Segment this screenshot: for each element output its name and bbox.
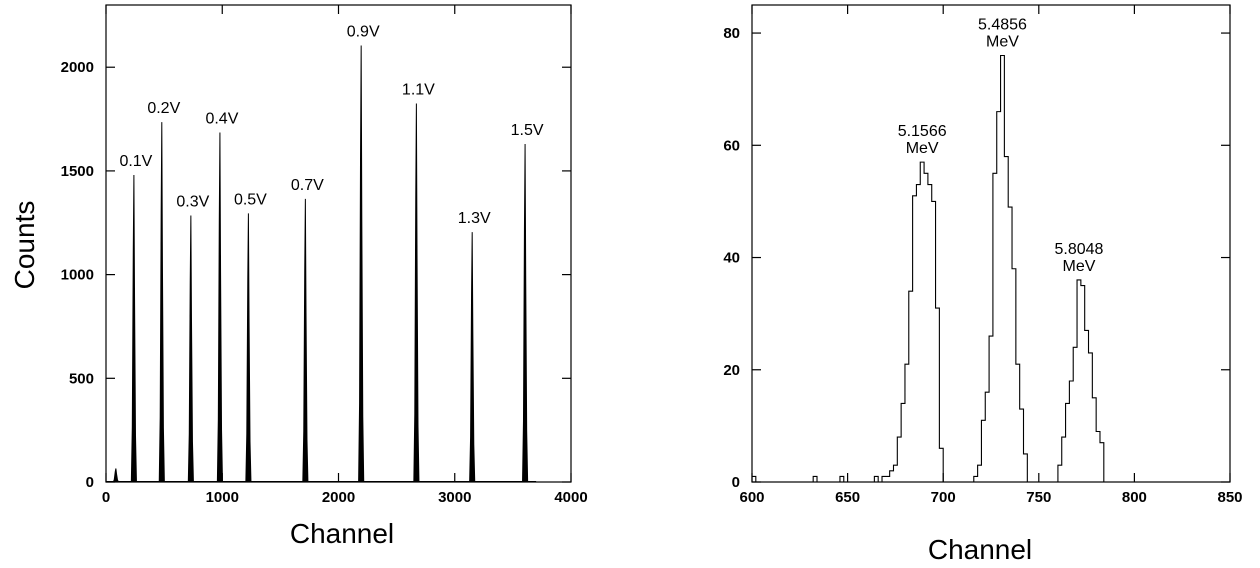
- left-x-axis-title: Channel: [290, 518, 394, 549]
- left-peaks: [106, 45, 537, 483]
- left-peak: [187, 215, 194, 483]
- right-peak-unit-label: MeV: [906, 140, 939, 157]
- left-y-axis-title: Counts: [9, 201, 40, 290]
- right-x-tick-label: 850: [1217, 489, 1242, 506]
- left-small-peak: [112, 468, 119, 483]
- left-peak-label: 1.3V: [458, 210, 491, 227]
- left-peak: [130, 175, 137, 483]
- left-y-tick-label: 0: [86, 474, 94, 491]
- right-y-tick-label: 40: [723, 250, 740, 267]
- left-y-tick-label: 500: [69, 370, 94, 387]
- left-peak: [158, 122, 165, 483]
- right-x-tick-label: 700: [931, 489, 956, 506]
- left-y-tick-label: 1500: [61, 163, 94, 180]
- left-peak-label: 0.5V: [234, 191, 267, 208]
- left-peak-labels: 0.1V 0.2V 0.3V 0.4V 0.5V 0.7V 0.9V 1.1V 1.3V 1.5V: [119, 23, 543, 227]
- left-peak-label: 0.9V: [347, 23, 380, 40]
- right-x-tick-label: 750: [1026, 489, 1051, 506]
- left-peak-label: 0.7V: [291, 177, 324, 194]
- left-x-tick-label: 1000: [206, 489, 239, 506]
- left-peak: [522, 143, 529, 483]
- left-y-tick-label: 1000: [61, 267, 94, 284]
- left-plot-frame: [105, 4, 572, 483]
- left-peak: [358, 45, 365, 483]
- right-x-tick-label: 800: [1122, 489, 1147, 506]
- left-peak: [216, 132, 223, 483]
- right-x-axis-title: Channel: [928, 534, 1032, 565]
- left-peak-label: 0.3V: [176, 194, 209, 211]
- right-peak-unit-label: MeV: [1062, 258, 1095, 275]
- left-peak: [469, 232, 476, 483]
- right-ticks: [751, 5, 1231, 483]
- left-ticks: [105, 5, 572, 483]
- left-peak-label: 1.1V: [402, 82, 435, 99]
- right-x-tick-label: 600: [739, 489, 764, 506]
- left-peak-label: 0.4V: [205, 111, 238, 128]
- left-tick-labels: 0 1000 2000 3000 4000 0 500 1000 1500 2000: [61, 59, 588, 506]
- left-x-tick-label: 2000: [322, 489, 355, 506]
- right-y-tick-label: 80: [723, 25, 740, 42]
- histogram-line: [752, 54, 1230, 483]
- left-y-tick-label: 2000: [61, 59, 94, 76]
- right-peak-energy-label: 5.4856: [978, 17, 1027, 34]
- right-plot-frame: [751, 4, 1231, 483]
- left-peak-label: 0.2V: [147, 100, 180, 117]
- left-peak-label: 0.1V: [119, 153, 152, 170]
- left-peak-label: 1.5V: [511, 122, 544, 139]
- left-peak: [245, 213, 252, 483]
- right-x-tick-label: 650: [835, 489, 860, 506]
- right-peak-unit-label: MeV: [986, 34, 1019, 51]
- right-y-tick-label: 60: [723, 137, 740, 154]
- left-x-tick-label: 4000: [554, 489, 587, 506]
- right-peak-energy-label: 5.1566: [898, 123, 947, 140]
- right-y-tick-label: 0: [732, 474, 740, 491]
- right-tick-labels: 600 650 700 750 800 850 0 20 40 60 80: [723, 25, 1242, 506]
- left-x-tick-label: 0: [102, 489, 110, 506]
- left-peak: [413, 103, 420, 483]
- right-peak-energy-label: 5.8048: [1054, 241, 1103, 258]
- right-y-tick-label: 20: [723, 362, 740, 379]
- left-peak: [302, 198, 309, 483]
- left-x-tick-label: 3000: [438, 489, 471, 506]
